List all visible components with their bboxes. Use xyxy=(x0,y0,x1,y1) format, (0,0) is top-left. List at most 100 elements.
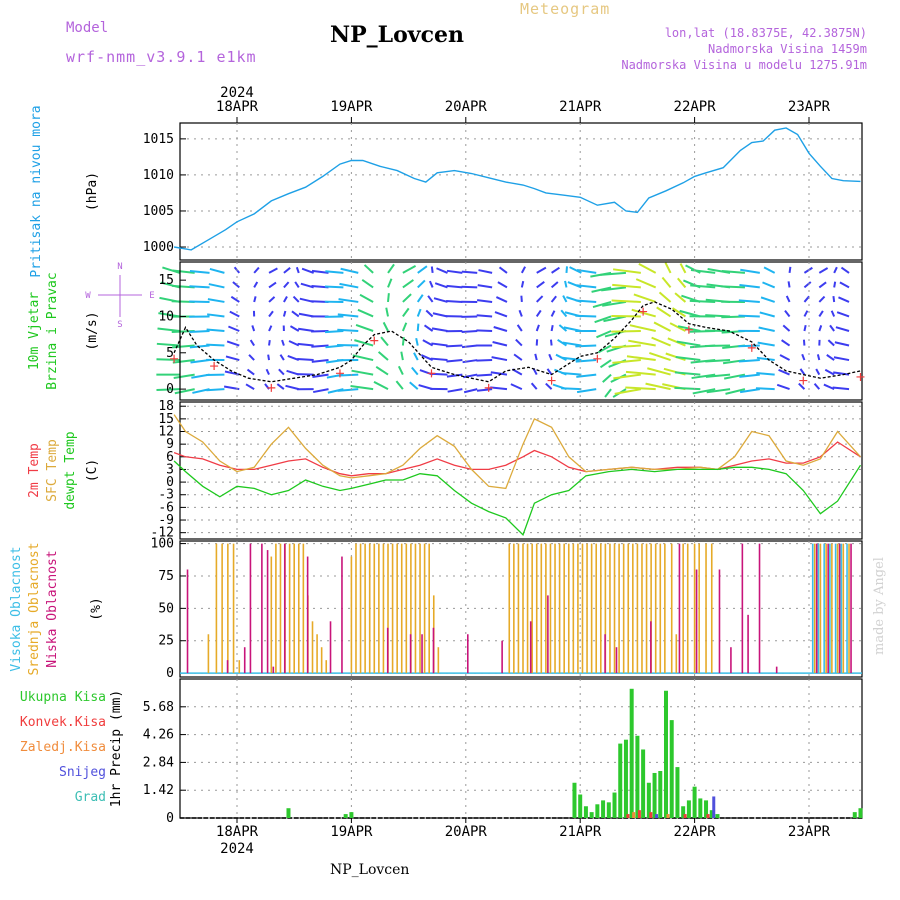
wind-vector xyxy=(461,330,478,334)
wind-vector xyxy=(387,278,393,288)
precip-bar xyxy=(686,800,691,818)
wind-vector xyxy=(839,281,850,289)
wind-vector xyxy=(510,383,523,391)
station-title: NP_Lovcen xyxy=(330,22,464,48)
precip-panel-frame xyxy=(179,678,863,819)
wind-vector xyxy=(281,339,285,346)
wind-vector xyxy=(705,373,731,378)
wind-vector xyxy=(599,359,612,369)
wind-vector xyxy=(664,262,672,274)
wind-vector xyxy=(413,352,419,361)
temperature-ylabel: 2m Temp xyxy=(27,443,42,498)
wind-gust-marker xyxy=(335,369,344,378)
wind-vector xyxy=(614,388,642,395)
wind-vector xyxy=(760,296,775,303)
wind-vector xyxy=(373,380,389,390)
wind-vector xyxy=(295,266,300,274)
wind-vector xyxy=(377,351,389,361)
wind-vector xyxy=(738,359,760,363)
temperature-panel-ytick-label: 15 xyxy=(158,412,174,427)
wind-vector xyxy=(629,324,656,332)
wind-vector xyxy=(612,283,641,289)
pressure-panel-ytick-label: 1005 xyxy=(143,204,174,219)
wind-gust-marker xyxy=(747,343,756,352)
wind-vector xyxy=(601,286,627,292)
wind-vector xyxy=(513,353,523,361)
wind-vector xyxy=(565,266,568,273)
bottom-year-label: 2024 xyxy=(220,841,254,857)
wind-panel-ytick-label: 15 xyxy=(158,273,174,288)
wind-vector xyxy=(325,270,344,274)
wind-vector xyxy=(189,270,210,274)
model-elevation-label: Nadmorska Visina u modelu 1275.91m xyxy=(621,58,867,72)
wind-vector xyxy=(545,382,553,390)
wind-gust-marker xyxy=(427,369,436,378)
precip-bar xyxy=(652,772,657,818)
wind-vector xyxy=(818,281,827,289)
pressure-panel-ytick-label: 1015 xyxy=(143,132,174,147)
wind-vector xyxy=(788,266,792,274)
wind-vector xyxy=(436,267,448,274)
wind-vector xyxy=(289,325,300,332)
wind-vector xyxy=(604,388,612,398)
wind-vector xyxy=(801,353,806,361)
wind-ylabel: 10m Vjetar xyxy=(27,292,42,370)
top-date-label: 18APR xyxy=(216,99,259,115)
wind-vector xyxy=(206,343,225,347)
precip-panel-ytick-label: 5.68 xyxy=(143,700,174,715)
wind-vector xyxy=(613,373,641,380)
wind-vector xyxy=(653,321,672,332)
wind-vector xyxy=(425,309,434,318)
wind-gust-marker xyxy=(370,336,379,345)
model-label: Model xyxy=(66,20,109,36)
wind-vector xyxy=(785,295,791,303)
precip-bar xyxy=(698,798,703,818)
wind-vector xyxy=(705,359,731,363)
wind-vector xyxy=(738,314,760,318)
precip-bar xyxy=(658,771,663,818)
top-date-label: 20APR xyxy=(445,99,488,115)
wind-vector xyxy=(476,373,493,377)
wind-vector xyxy=(156,342,180,347)
wind-vector xyxy=(283,267,291,274)
wind-vector xyxy=(355,324,374,332)
wind-vector xyxy=(667,337,686,347)
temperature-panel-frame xyxy=(179,401,863,540)
wind-vector xyxy=(288,340,300,347)
wind-vector xyxy=(550,310,556,317)
top-date-label: 22APR xyxy=(674,99,717,115)
temperature-panel-ytick-label: -9 xyxy=(158,513,174,528)
temperature-panel-ytick-label: -6 xyxy=(158,500,174,515)
precip-bar xyxy=(858,808,863,818)
wind-vector xyxy=(576,284,597,289)
wind-vector xyxy=(446,300,463,303)
wind-gust-marker xyxy=(856,372,865,381)
wind-gust-marker xyxy=(547,376,556,385)
wind-vector xyxy=(189,330,210,334)
precip-bar xyxy=(601,800,606,818)
wind-vector xyxy=(279,354,285,361)
wind-vector xyxy=(739,388,760,394)
wind-vector xyxy=(402,279,414,289)
wind-vector xyxy=(824,368,835,376)
wind-vector xyxy=(738,344,760,348)
wind-vector xyxy=(206,328,225,332)
wind-vector xyxy=(490,371,508,376)
wind-vector xyxy=(418,384,433,391)
wind-vector xyxy=(757,341,775,347)
wind-vector xyxy=(446,373,463,378)
precip-panel-ytick-label: 0 xyxy=(166,811,174,826)
wind-vector xyxy=(350,385,374,391)
wind-vector xyxy=(174,388,195,395)
wind-vector xyxy=(816,354,821,361)
wind-vector xyxy=(661,276,672,289)
precip-bar xyxy=(623,739,628,818)
temp-line-2m-temp xyxy=(173,441,861,477)
wind-vector xyxy=(416,323,420,332)
wind-vector xyxy=(611,330,641,333)
precip-bar xyxy=(635,735,640,818)
wind-gust-marker xyxy=(170,354,179,363)
wind-vector xyxy=(354,339,374,347)
wind-vector xyxy=(833,266,838,274)
wind-vector xyxy=(402,293,412,303)
